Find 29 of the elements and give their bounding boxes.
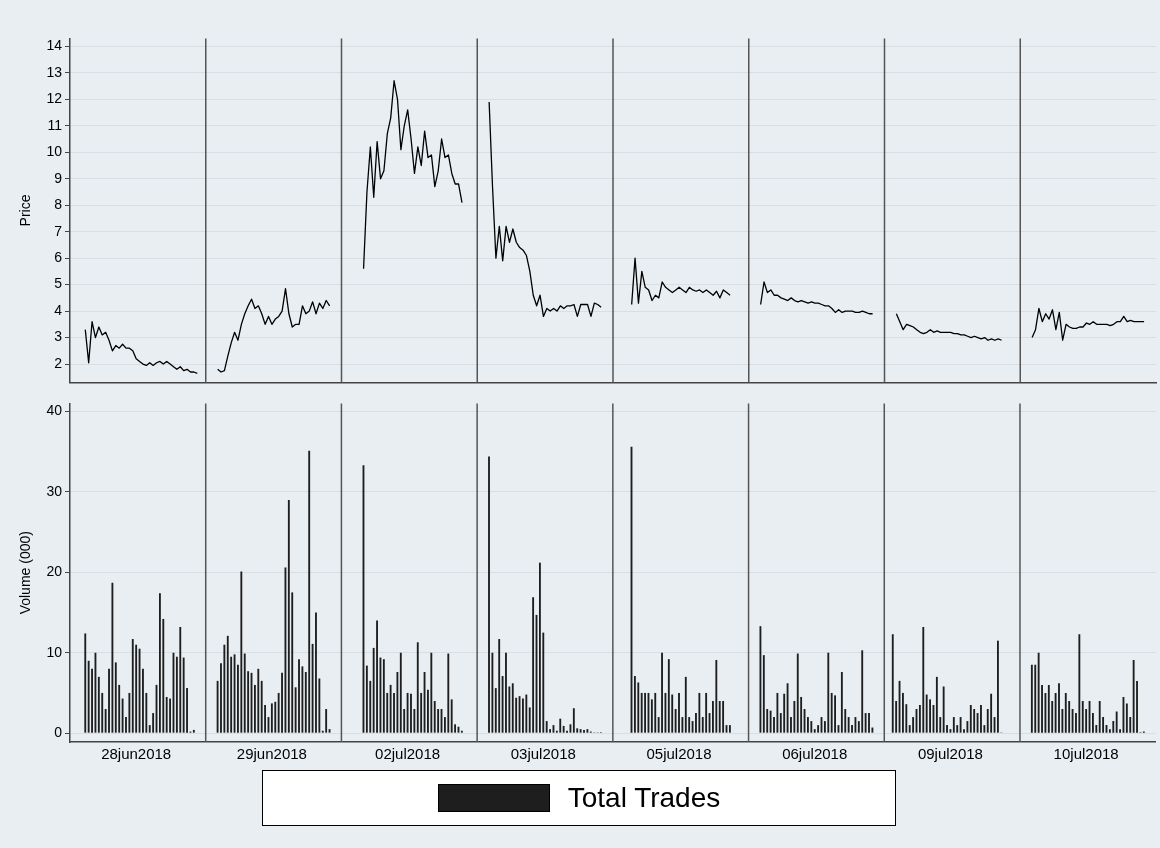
y-tick-label: 10	[46, 143, 63, 160]
x-tick-label: 10jul2018	[1053, 745, 1119, 763]
y-tick-label: 2	[54, 354, 63, 371]
x-tick-label: 03jul2018	[510, 745, 576, 763]
y-tick-label: 12	[46, 90, 63, 107]
y-tick-label: 40	[46, 402, 63, 419]
y-tick-label: 11	[47, 116, 63, 133]
y-tick-label: 9	[54, 169, 63, 186]
x-tick-label: 06jul2018	[782, 745, 848, 763]
y-tick-label: 30	[46, 482, 63, 499]
x-tick-label: 02jul2018	[375, 745, 441, 763]
y-tick-label: 14	[46, 37, 63, 54]
y-tick-label: 13	[46, 63, 63, 80]
y-tick-label: 20	[46, 563, 63, 580]
legend-label: Total Trades	[567, 782, 721, 814]
x-tick-label: 05jul2018	[646, 745, 712, 763]
y-tick-label: 0	[54, 724, 63, 741]
y-tick-label: 8	[54, 196, 63, 213]
x-tick-label: 28jun2018	[101, 745, 172, 763]
y-tick-label: 6	[54, 249, 63, 266]
x-tick-label: 09jul2018	[917, 745, 983, 763]
y-axis-title: Price	[17, 194, 34, 227]
y-tick-label: 4	[54, 301, 63, 318]
y-tick-label: 3	[54, 328, 63, 345]
y-tick-label: 7	[54, 222, 63, 239]
y-tick-label: 5	[54, 275, 63, 292]
x-tick-label: 29jun2018	[236, 745, 307, 763]
y-axis-title: Volume (000)	[17, 531, 34, 615]
y-tick-label: 10	[46, 643, 63, 660]
